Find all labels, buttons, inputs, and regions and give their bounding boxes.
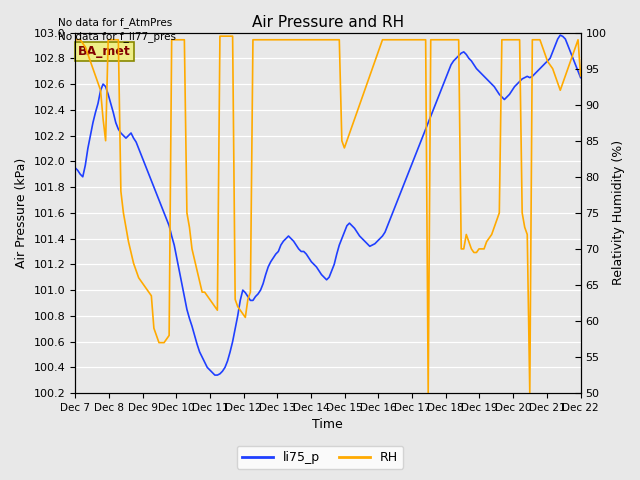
X-axis label: Time: Time [312, 419, 343, 432]
Y-axis label: Relativity Humidity (%): Relativity Humidity (%) [612, 140, 625, 286]
Text: BA_met: BA_met [77, 45, 131, 58]
Text: No data for f_li77_pres: No data for f_li77_pres [58, 31, 175, 42]
Title: Air Pressure and RH: Air Pressure and RH [252, 15, 404, 30]
Text: No data for f_AtmPres: No data for f_AtmPres [58, 17, 172, 28]
Y-axis label: Air Pressure (kPa): Air Pressure (kPa) [15, 158, 28, 268]
Legend: li75_p, RH: li75_p, RH [237, 446, 403, 469]
